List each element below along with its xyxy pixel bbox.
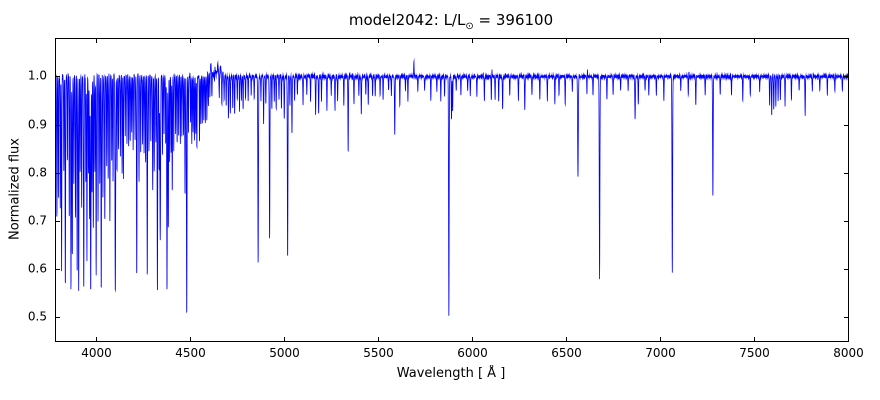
sun-symbol: ⊙ xyxy=(465,21,474,32)
y-axis-label: Normalized flux xyxy=(7,138,23,240)
plot-title-suffix: = 396100 xyxy=(473,11,554,29)
plot-title-prefix: model2042: L/L xyxy=(348,11,466,29)
plot-title: model2042: L/L⊙ = 396100 xyxy=(349,11,553,32)
x-axis-label: Wavelength [ Å ] xyxy=(396,366,506,381)
